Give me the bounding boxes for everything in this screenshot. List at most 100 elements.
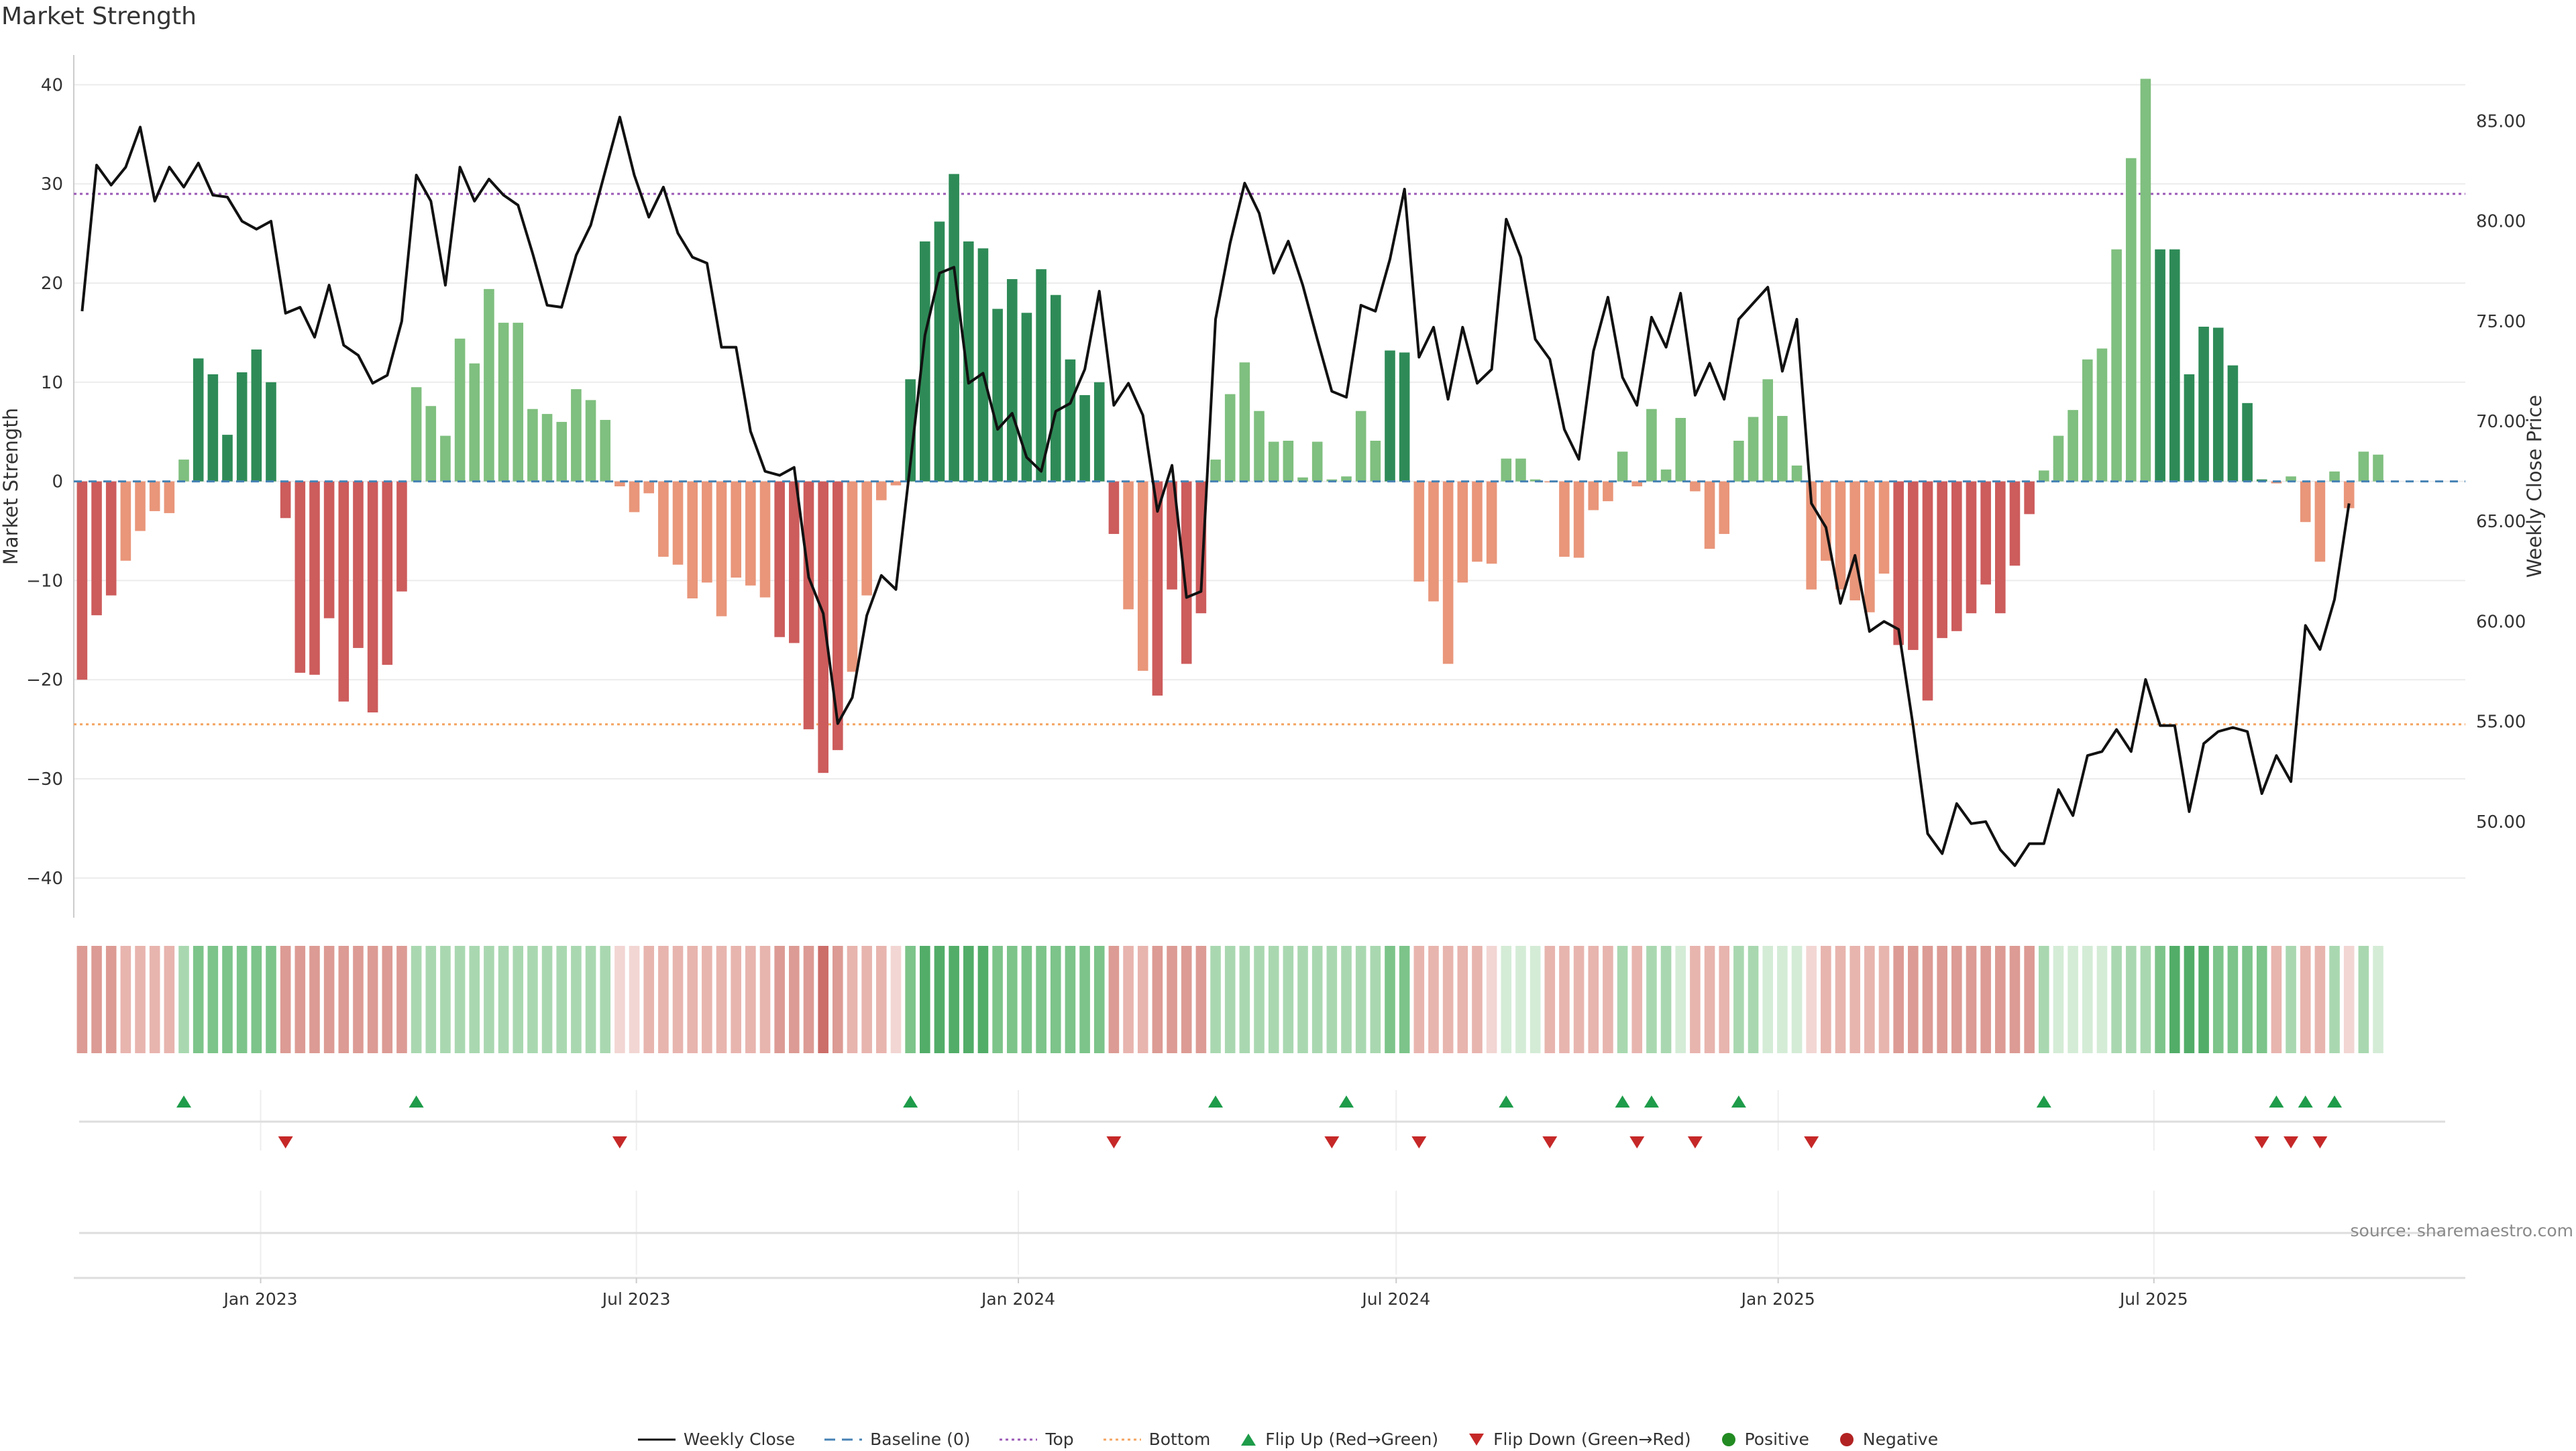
strength-bar-82 (1268, 441, 1279, 482)
strength-bar-37 (614, 481, 625, 486)
y-tick-label: 30 (41, 174, 63, 195)
heat-cell-15 (294, 946, 306, 1053)
legend-flip-down-label: Flip Down (Green→Red) (1493, 1430, 1691, 1449)
x-tick-label: Jan 2025 (1740, 1289, 1815, 1309)
heat-cell-135 (2038, 946, 2049, 1053)
strength-bar-41 (672, 481, 684, 565)
heat-cell-150 (2256, 946, 2267, 1053)
triangle-down-icon (1469, 1434, 1485, 1446)
heat-cell-99 (1515, 946, 1526, 1053)
flip-down-marker (1687, 1136, 1703, 1148)
strength-bar-1 (91, 481, 102, 616)
strength-bar-114 (1733, 441, 1744, 482)
heat-cell-146 (2198, 946, 2209, 1053)
strength-bar-33 (556, 421, 568, 482)
strength-bar-8 (193, 358, 204, 482)
heat-cell-55 (876, 946, 887, 1053)
heat-cell-8 (193, 946, 204, 1053)
strength-bar-108 (1646, 409, 1657, 482)
strength-bar-144 (2169, 249, 2180, 482)
flip-up-marker (176, 1095, 192, 1108)
y-tick-label: −20 (26, 670, 63, 690)
heat-cell-114 (1733, 946, 1744, 1053)
heat-cell-155 (2329, 946, 2340, 1053)
strength-bar-92 (1413, 481, 1425, 582)
heat-cell-105 (1603, 946, 1613, 1053)
heat-cell-46 (745, 946, 756, 1053)
heat-cell-134 (2024, 946, 2035, 1053)
heat-cell-1 (91, 946, 102, 1053)
strength-bar-29 (498, 323, 509, 482)
strength-bar-7 (178, 460, 189, 482)
heat-cell-67 (1050, 946, 1061, 1053)
heat-cell-39 (643, 946, 655, 1053)
strength-bar-79 (1224, 394, 1236, 482)
y2-tick-label: 55.00 (2476, 712, 2526, 733)
heat-cell-154 (2314, 946, 2326, 1053)
heat-cell-35 (585, 946, 596, 1053)
strength-bar-87 (1341, 476, 1352, 482)
heat-cell-109 (1660, 946, 1672, 1053)
strength-bar-96 (1472, 481, 1483, 562)
heat-cell-147 (2212, 946, 2224, 1053)
heat-cell-152 (2286, 946, 2296, 1053)
strength-bar-12 (251, 350, 262, 482)
y-tick-label: −30 (26, 769, 63, 790)
heat-cell-29 (498, 946, 509, 1053)
strength-bar-103 (1573, 481, 1585, 558)
heat-cell-9 (207, 946, 219, 1053)
y-tick-label: 20 (41, 274, 63, 294)
heat-cell-156 (2343, 946, 2355, 1053)
legend-positive: Positive (1721, 1428, 1809, 1451)
y-tick-label: 0 (52, 472, 63, 492)
heat-cell-70 (1093, 946, 1105, 1053)
strength-bar-30 (513, 323, 524, 482)
flip-down-marker (1542, 1136, 1558, 1148)
heat-cell-153 (2300, 946, 2311, 1053)
strength-bar-138 (2082, 359, 2093, 482)
y-tick-label: −40 (26, 869, 63, 889)
strength-bar-68 (1065, 359, 1076, 482)
heat-cell-2 (105, 946, 117, 1053)
strength-bar-62 (977, 248, 989, 482)
heat-cell-132 (1995, 946, 2006, 1053)
heat-cell-65 (1021, 946, 1032, 1053)
strength-bar-149 (2242, 402, 2253, 482)
legend-bottom: Bottom (1103, 1428, 1210, 1451)
circle-green-icon (1721, 1433, 1735, 1446)
heat-cell-31 (527, 946, 538, 1053)
strength-bar-72 (1123, 481, 1134, 610)
heat-cell-117 (1777, 946, 1788, 1053)
heat-cell-130 (1966, 946, 1977, 1053)
strength-bar-48 (774, 481, 785, 637)
heat-cell-75 (1167, 946, 1177, 1053)
heat-cell-108 (1646, 946, 1657, 1053)
strength-bar-131 (1980, 481, 1991, 585)
strength-bar-145 (2184, 374, 2195, 482)
y-tick-label: 40 (41, 75, 63, 95)
strength-bar-105 (1603, 481, 1613, 502)
strength-bar-133 (2009, 481, 2021, 566)
heat-cell-71 (1108, 946, 1120, 1053)
y-tick-label: −10 (26, 571, 63, 591)
strength-bar-74 (1152, 481, 1163, 696)
heat-cell-101 (1544, 946, 1556, 1053)
heat-cell-125 (1893, 946, 1904, 1053)
heat-cell-50 (803, 946, 814, 1053)
strength-bar-28 (484, 288, 494, 482)
heat-cell-140 (2111, 946, 2122, 1053)
heat-cell-138 (2082, 946, 2093, 1053)
y-tick-label: 10 (41, 373, 63, 393)
strength-bar-94 (1442, 481, 1454, 664)
heat-cell-34 (571, 946, 582, 1053)
strength-bar-26 (454, 338, 466, 482)
legend-flip-down: Flip Down (Green→Red) (1468, 1428, 1691, 1451)
heat-cell-145 (2184, 946, 2195, 1053)
heat-cell-118 (1791, 946, 1803, 1053)
strength-bar-99 (1515, 458, 1526, 482)
strength-bar-56 (890, 481, 902, 486)
strength-bar-9 (207, 374, 219, 482)
heat-cell-17 (323, 946, 335, 1053)
strength-bar-19 (353, 481, 364, 648)
